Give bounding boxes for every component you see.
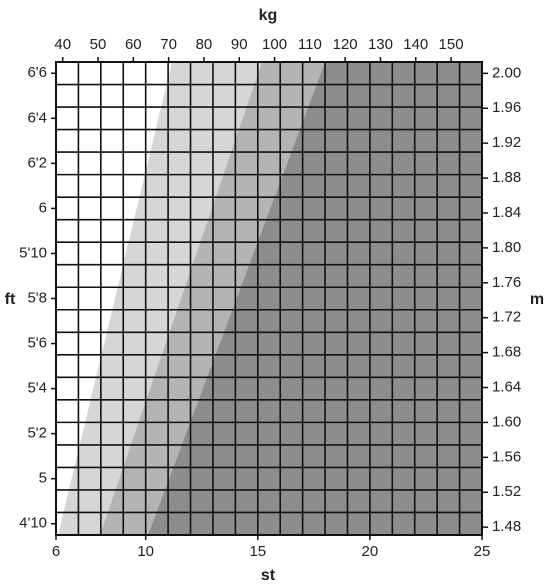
x2-tick-label: 90 (231, 36, 248, 53)
band-white (56, 62, 172, 535)
y2-tick-label: 1.64 (492, 378, 521, 395)
y-tick-label: 6'6 (27, 64, 47, 81)
x2-tick-label: 110 (298, 36, 322, 53)
x-tick-label: 25 (474, 543, 491, 560)
x2-tick-label: 100 (262, 36, 287, 53)
y2-tick-label: 1.72 (492, 309, 521, 326)
x2-tick-label: 120 (333, 36, 358, 53)
y-tick-label: 5'2 (27, 425, 47, 442)
y2-tick-label: 1.52 (492, 483, 521, 500)
left-axis-label: ft (5, 291, 16, 308)
y-tick-label: 5'8 (27, 289, 47, 306)
x2-tick-label: 80 (196, 36, 213, 53)
x-tick-label: 6 (52, 543, 60, 560)
y2-tick-label: 1.88 (492, 169, 521, 186)
y-tick-label: 6'4 (27, 109, 47, 126)
y2-tick-label: 1.56 (492, 448, 521, 465)
x2-tick-label: 130 (368, 36, 393, 53)
y-tick-label: 5'4 (27, 380, 47, 397)
y-tick-label: 4'10 (19, 515, 47, 532)
x2-tick-label: 40 (54, 36, 71, 53)
y2-tick-label: 1.68 (492, 344, 521, 361)
y2-tick-label: 2.00 (492, 64, 521, 81)
y-tick-label: 5'6 (27, 335, 47, 352)
y2-tick-label: 1.60 (492, 413, 521, 430)
x-tick-label: 10 (137, 543, 154, 560)
band-dark (148, 62, 482, 535)
grid (56, 62, 482, 535)
x-tick-label: 20 (362, 543, 379, 560)
y2-tick-label: 1.76 (492, 274, 521, 291)
top-axis-label: kg (259, 7, 278, 24)
x2-tick-label: 140 (403, 36, 428, 53)
y2-tick-label: 1.92 (492, 134, 521, 151)
y2-tick-label: 1.96 (492, 99, 521, 116)
x2-tick-label: 50 (90, 36, 107, 53)
x2-tick-label: 60 (125, 36, 142, 53)
band-light (58, 62, 262, 535)
bottom-axis-label: st (261, 567, 276, 584)
right-axis-label: m (530, 291, 544, 308)
y2-tick-label: 1.84 (492, 204, 521, 221)
y2-tick-label: 1.80 (492, 239, 521, 256)
x2-tick-label: 70 (160, 36, 177, 53)
y2-tick-label: 1.48 (492, 518, 521, 535)
y-tick-label: 5'10 (19, 244, 47, 261)
y-tick-label: 6 (39, 199, 47, 216)
x2-tick-label: 150 (439, 36, 464, 53)
y-tick-label: 5 (39, 470, 47, 487)
y-tick-label: 6'2 (27, 154, 47, 171)
x-tick-label: 15 (249, 543, 266, 560)
